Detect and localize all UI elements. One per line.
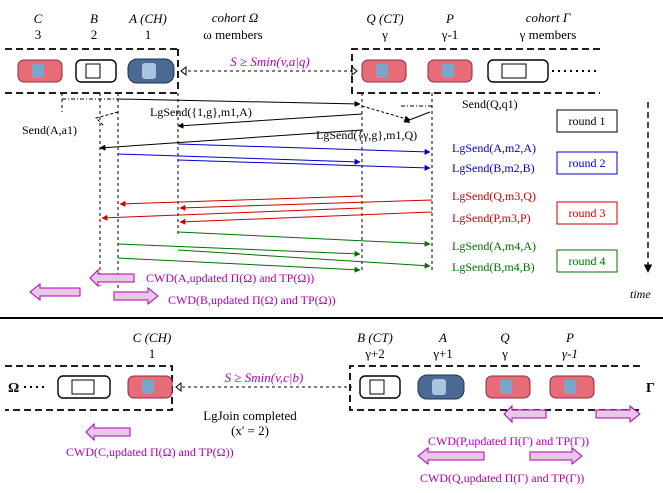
header-a: A (CH) <box>128 11 167 26</box>
round1-messages <box>62 98 432 151</box>
bottom-header-q-num: γ <box>501 346 508 361</box>
send-q-label: Send(Q,q1) <box>462 97 518 111</box>
distance-arrow-right <box>351 65 358 77</box>
bottom-vehicle-omega-white <box>57 375 111 399</box>
cwd-arrows-top <box>29 268 159 306</box>
header-b-num: 2 <box>91 27 98 42</box>
join-label: LgJoin completed <box>203 408 297 423</box>
send-a-label: Send(A,a1) <box>22 123 77 137</box>
header-p: P <box>445 11 454 26</box>
lifelines <box>61 93 433 288</box>
cohort-gamma-sub: γ members <box>519 27 577 42</box>
round3-msg-q: LgSend(Q,m3,Q) <box>452 189 536 203</box>
header-b: B <box>90 11 98 26</box>
vehicle-q <box>361 59 407 83</box>
bottom-header-p-num: γ-1 <box>562 346 578 361</box>
round4-msg-a: LgSend(A,m4,A) <box>452 239 536 253</box>
bottom-distance-arrow <box>175 381 182 393</box>
bottom-condition: S ≥ Smin(v,c|b) <box>225 370 304 385</box>
lgsend-1q-label: LgSend({γ,g},m1,Q) <box>316 128 417 142</box>
cwd-q-label: CWD(Q,updated Π(Γ) and TP(Γ)) <box>420 471 584 485</box>
bottom-vehicle-c <box>127 375 173 399</box>
round3-messages <box>101 195 433 225</box>
round-boxes: round 1 round 2 round 3 round 4 <box>556 109 618 273</box>
cwd-c-label: CWD(C,updated Π(Ω) and TP(Ω)) <box>66 445 234 459</box>
header-c-num: 3 <box>35 27 42 42</box>
round-1-label: round 1 <box>569 114 606 128</box>
round2-msg-b: LgSend(B,m2,B) <box>452 161 535 175</box>
cwd-arrows-bottom <box>85 404 641 466</box>
distance-arrow-left <box>180 65 187 77</box>
header-p-num: γ-1 <box>441 27 459 42</box>
header-c: C <box>34 11 43 26</box>
time-label: time <box>630 287 651 301</box>
bottom-gamma-symbol: Γ <box>646 381 655 396</box>
bottom-header-b: B (CT) <box>357 330 393 345</box>
bottom-header-p: P <box>565 330 574 345</box>
round-3-label: round 3 <box>569 206 606 220</box>
cohort-gamma-title: cohort Γ <box>526 10 571 25</box>
bottom-omega-symbol: Ω <box>8 381 19 396</box>
bottom-header-b-num: γ+2 <box>364 346 385 361</box>
join-x-label: (x' = 2) <box>231 423 269 438</box>
round4-msg-b: LgSend(B,m4,B) <box>452 260 535 274</box>
vehicle-c <box>17 59 63 83</box>
vehicle-gamma-tail <box>487 59 549 83</box>
round-2-label: round 2 <box>569 156 606 170</box>
bottom-vehicle-b <box>359 375 401 399</box>
header-q-num: γ <box>381 27 388 42</box>
header-a-num: 1 <box>145 27 152 42</box>
bottom-vehicle-a <box>417 374 465 400</box>
round-4-label: round 4 <box>569 254 606 268</box>
round4-messages <box>117 231 431 273</box>
header-q: Q (CT) <box>366 11 403 26</box>
round2-messages <box>117 143 431 171</box>
bottom-header-q: Q <box>500 330 510 345</box>
bottom-gamma-box <box>349 365 640 411</box>
lgsend-1a-label: LgSend({1,g},m1,A) <box>150 105 252 119</box>
cohort-omega-title: cohort Ω <box>212 10 259 25</box>
cwd-p-label: CWD(P,updated Π(Γ) and TP(Γ)) <box>428 434 589 448</box>
bottom-header-a-num: γ+1 <box>432 346 453 361</box>
round3-msg-p: LgSend(P,m3,P) <box>452 211 531 225</box>
omega-box <box>5 48 179 94</box>
top-condition: S ≥ Smin(v,a|q) <box>230 54 309 69</box>
vehicle-b <box>75 59 117 83</box>
vehicle-a <box>127 58 175 84</box>
vehicle-p <box>427 59 473 83</box>
bottom-vehicle-q <box>485 375 531 399</box>
bottom-header-a: A <box>438 330 447 345</box>
bottom-header-c: C (CH) <box>133 330 172 345</box>
top-column-headers: C 3 B 2 A (CH) 1 cohort Ω ω members Q (C… <box>34 10 577 42</box>
cwd-b-label: CWD(B,updated Π(Ω) and TP(Ω)) <box>168 293 336 307</box>
round2-msg-a: LgSend(A,m2,A) <box>452 141 536 155</box>
bottom-header-c-num: 1 <box>149 346 156 361</box>
cwd-a-label: CWD(A,updated Π(Ω) and TP(Ω)) <box>146 271 314 285</box>
bottom-vehicle-p <box>549 375 595 399</box>
cohort-omega-sub: ω members <box>203 27 262 42</box>
